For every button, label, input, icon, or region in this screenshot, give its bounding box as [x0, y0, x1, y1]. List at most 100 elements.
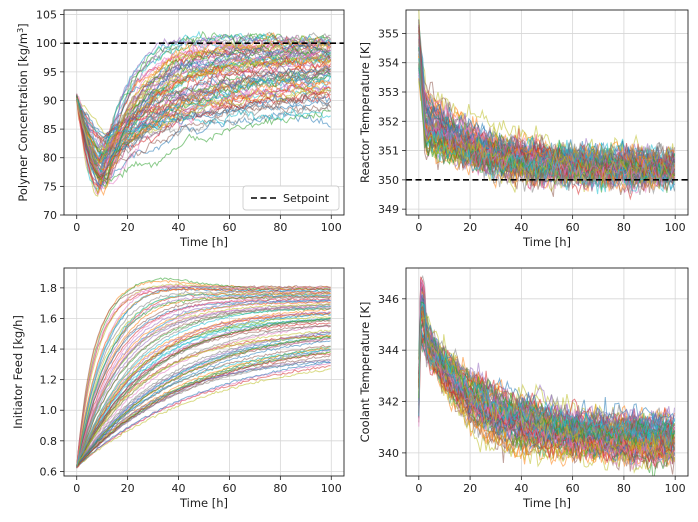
y-tick-label: 342 [378, 396, 399, 409]
x-tick-label: 0 [415, 482, 422, 495]
trajectory-line [76, 334, 331, 467]
plot-frame [405, 9, 689, 216]
trajectory-group [418, 10, 675, 201]
x-tick-label: 80 [273, 221, 287, 234]
y-tick-label: 75 [43, 180, 57, 193]
trajectory-group [418, 274, 675, 476]
trajectory-line [76, 322, 331, 468]
y-tick-label: 105 [36, 9, 57, 22]
trajectory-line [76, 306, 331, 469]
trajectory-line [418, 304, 675, 472]
trajectory-line [76, 317, 331, 468]
y-axis-label: Coolant Temperature [K] [358, 302, 372, 443]
y-axis-label: Polymer Concentration [kg/m3] [16, 23, 30, 201]
trajectory-line [76, 95, 331, 187]
x-tick-label: 60 [566, 482, 580, 495]
trajectory-line [76, 292, 331, 466]
y-tick-label: 354 [378, 57, 399, 70]
trajectory-line [76, 66, 331, 179]
trajectory-line [76, 69, 331, 155]
x-axis-label: Time [h] [179, 235, 228, 249]
trajectory-line [418, 50, 675, 187]
trajectory-line [418, 303, 675, 441]
trajectory-line [76, 52, 332, 164]
plot-frame [405, 267, 689, 477]
x-tick-label: 100 [665, 221, 686, 234]
x-axis-label: Time [h] [522, 235, 571, 249]
x-tick-label: 40 [172, 482, 186, 495]
x-tick-label: 0 [73, 482, 80, 495]
trajectory-line [76, 303, 331, 468]
initiator-feed-chart: 0 20 40 60 80 100 0.6 0.8 1.0 1.2 1.4 1.6 1.8 Time [h… [11, 267, 345, 510]
y-tick-label: 85 [43, 123, 57, 136]
y-tick-label: 90 [43, 94, 57, 107]
x-tick-label: 40 [514, 221, 528, 234]
x-tick-label: 20 [121, 482, 135, 495]
trajectory-line [76, 33, 331, 191]
y-tick-label: 0.6 [40, 465, 58, 478]
y-tick-label: 0.8 [40, 435, 58, 448]
y-tick-label: 353 [378, 86, 399, 99]
trajectory-line [76, 93, 331, 160]
x-tick-label: 60 [566, 221, 580, 234]
y-tick-label: 1.8 [40, 282, 58, 295]
trajectory-line [76, 285, 331, 468]
y-tick-label: 352 [378, 115, 399, 128]
y-tick-label: 100 [36, 37, 57, 50]
reactor-temperature-chart: 0 20 40 60 80 100 349 350 351 352 353 354 355 Time [h… [358, 9, 689, 249]
plot-frame [63, 9, 345, 216]
trajectory-line [76, 361, 331, 468]
trajectory-line [76, 305, 331, 468]
trajectory-line [76, 64, 331, 149]
trajectory-line [76, 287, 331, 466]
trajectory-line [76, 368, 331, 468]
y-axis-label: Initiator Feed [kg/h] [11, 315, 25, 429]
trajectory-line [76, 89, 331, 180]
trajectory-group [76, 277, 331, 469]
trajectory-line [76, 73, 331, 158]
y-tick-label: 344 [378, 344, 399, 357]
y-tick-label: 349 [378, 203, 399, 216]
y-tick-label: 350 [378, 174, 399, 187]
trajectory-line [76, 279, 331, 467]
x-tick-label: 40 [172, 221, 186, 234]
trajectory-line [76, 98, 331, 140]
trajectory-line [76, 317, 331, 468]
x-tick-label: 20 [121, 221, 135, 234]
plot-frame [63, 267, 345, 477]
y-tick-label: 95 [43, 66, 57, 79]
legend: Setpoint [242, 185, 340, 211]
coolant-temperature-chart: 0 20 40 60 80 100 340 342 344 346 Time [h] Coolant … [358, 267, 689, 510]
x-tick-label: 40 [514, 482, 528, 495]
trajectory-line [76, 44, 331, 181]
x-tick-label: 60 [222, 221, 236, 234]
trajectory-line [76, 358, 331, 467]
trajectory-line [76, 49, 331, 169]
x-tick-label: 20 [463, 482, 477, 495]
trajectory-line [418, 313, 675, 444]
trajectory-line [76, 92, 331, 164]
x-tick-label: 100 [321, 482, 342, 495]
trajectory-line [76, 307, 331, 469]
polymer-concentration-chart: 0 20 40 60 80 100 70 75 80 85 90 95 100 105 Time [h] Po… [16, 9, 345, 249]
trajectory-group [76, 30, 332, 197]
y-tick-label: 1.0 [40, 404, 58, 417]
y-tick-label: 351 [378, 145, 399, 158]
trajectory-line [76, 316, 331, 468]
x-tick-label: 60 [222, 482, 236, 495]
y-tick-label: 1.2 [40, 374, 58, 387]
legend-setpoint-label: Setpoint [283, 192, 330, 205]
y-tick-label: 1.4 [40, 343, 58, 356]
trajectory-line [76, 300, 331, 467]
trajectory-line [76, 48, 331, 175]
x-tick-label: 0 [73, 221, 80, 234]
trajectory-line [76, 340, 331, 468]
trajectory-line [76, 311, 331, 467]
trajectory-line [418, 57, 675, 195]
y-tick-label: 70 [43, 209, 57, 222]
y-tick-label: 1.6 [40, 312, 58, 325]
x-tick-label: 80 [617, 482, 631, 495]
trajectory-line [76, 52, 332, 189]
y-tick-label: 346 [378, 293, 399, 306]
